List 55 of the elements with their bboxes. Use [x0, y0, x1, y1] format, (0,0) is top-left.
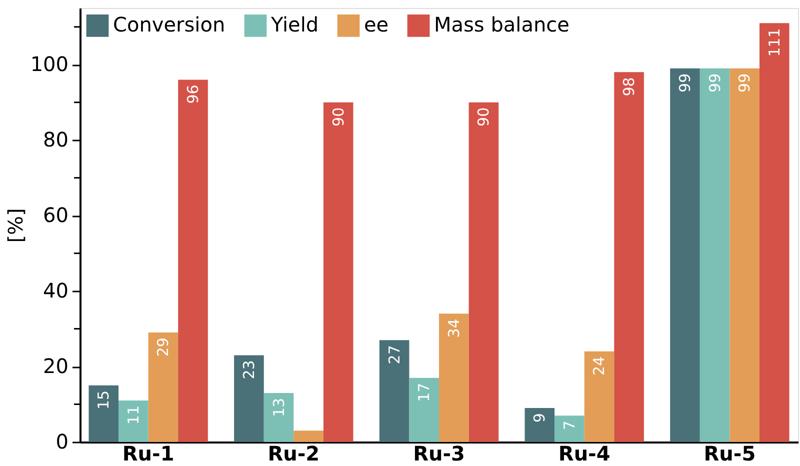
y-tick-label: 20	[43, 354, 68, 378]
data-label: 7	[560, 420, 578, 430]
bar	[524, 408, 555, 442]
y-axis-title: [%]	[3, 208, 28, 243]
data-label: 27	[385, 345, 404, 364]
data-label: 99	[736, 73, 754, 92]
data-label: 111	[765, 28, 784, 57]
legend-label: Yield	[270, 12, 319, 37]
bar	[700, 68, 730, 442]
bar	[323, 102, 354, 442]
data-label: 90	[474, 107, 493, 126]
bar	[118, 400, 148, 442]
data-label: 96	[184, 84, 202, 104]
bar	[468, 102, 499, 442]
y-tick-label: 40	[43, 278, 68, 303]
bar	[88, 385, 119, 442]
bar	[759, 23, 790, 442]
legend-label: Mass balance	[434, 12, 570, 37]
x-tick-label: Ru-3	[413, 442, 465, 466]
data-label: 9	[530, 413, 549, 423]
bar	[614, 72, 644, 442]
data-label: 29	[154, 338, 172, 357]
legend-label: Conversion	[113, 12, 226, 37]
bar	[294, 430, 324, 442]
bar	[584, 351, 614, 442]
bar	[234, 355, 264, 442]
data-label: 98	[620, 77, 638, 96]
bar	[439, 314, 469, 442]
y-tick-label: 100	[30, 52, 68, 76]
bar	[409, 378, 439, 442]
data-label: 11	[124, 405, 142, 425]
data-label: 99	[676, 73, 694, 92]
data-label: 90	[329, 107, 348, 126]
bar	[379, 340, 410, 442]
data-label: 13	[270, 398, 288, 418]
data-label: 15	[94, 390, 113, 410]
y-tick-label: 80	[43, 128, 68, 152]
x-tick-label: Ru-5	[704, 442, 756, 466]
data-label: 23	[240, 360, 258, 380]
x-tick-label: Ru-4	[558, 442, 610, 466]
bar	[670, 68, 700, 442]
data-label: 34	[444, 318, 463, 338]
data-label: 17	[415, 382, 434, 402]
bar	[554, 416, 584, 442]
bar	[730, 68, 760, 442]
bar	[148, 332, 178, 442]
bar	[178, 80, 208, 442]
legend-label: ee	[364, 12, 389, 37]
y-tick-label: 0	[56, 430, 68, 454]
x-tick-label: Ru-1	[122, 442, 174, 466]
y-tick-label: 60	[43, 203, 68, 228]
data-label: 99	[706, 73, 724, 92]
x-tick-label: Ru-2	[268, 442, 320, 466]
bar	[264, 392, 294, 442]
data-label: 24	[590, 356, 608, 376]
